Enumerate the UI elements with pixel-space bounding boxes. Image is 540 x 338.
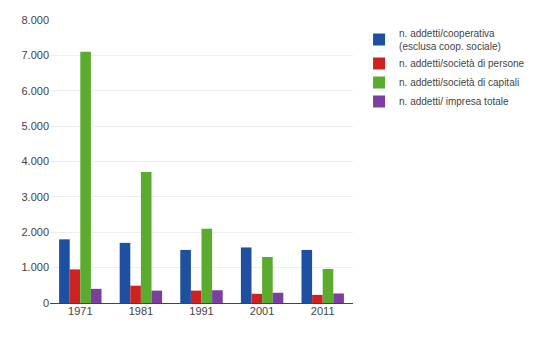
svg-text:8.000: 8.000 <box>21 14 49 26</box>
svg-text:1981: 1981 <box>129 305 153 317</box>
svg-text:4.000: 4.000 <box>21 155 49 167</box>
svg-text:2011: 2011 <box>311 305 335 317</box>
svg-text:2001: 2001 <box>250 305 274 317</box>
svg-text:0: 0 <box>43 297 49 309</box>
svg-text:3.000: 3.000 <box>21 191 49 203</box>
svg-text:n. addetti/ impresa totale: n. addetti/ impresa totale <box>399 96 509 107</box>
svg-text:7.000: 7.000 <box>21 49 49 61</box>
svg-text:1991: 1991 <box>189 305 213 317</box>
svg-text:2.000: 2.000 <box>21 226 49 238</box>
svg-text:1971: 1971 <box>68 305 92 317</box>
svg-text:n. addetti/cooperativa(esclusa: n. addetti/cooperativa(esclusa coop. soc… <box>399 28 501 52</box>
svg-text:n. addetti/società di capitali: n. addetti/società di capitali <box>399 77 519 88</box>
svg-text:6.000: 6.000 <box>21 85 49 97</box>
svg-text:5.000: 5.000 <box>21 120 49 132</box>
svg-text:n. addetti/società di persone: n. addetti/società di persone <box>399 58 525 69</box>
svg-text:1.000: 1.000 <box>21 261 49 273</box>
